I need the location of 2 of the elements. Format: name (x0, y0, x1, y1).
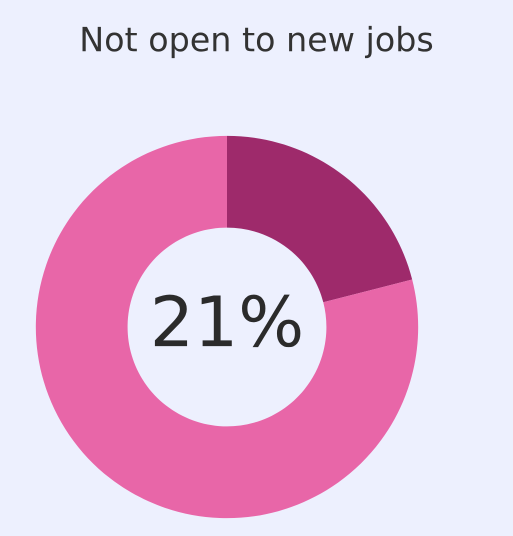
chart-title: Not open to new jobs (82, 26, 432, 58)
data-label: 21% (154, 294, 300, 348)
